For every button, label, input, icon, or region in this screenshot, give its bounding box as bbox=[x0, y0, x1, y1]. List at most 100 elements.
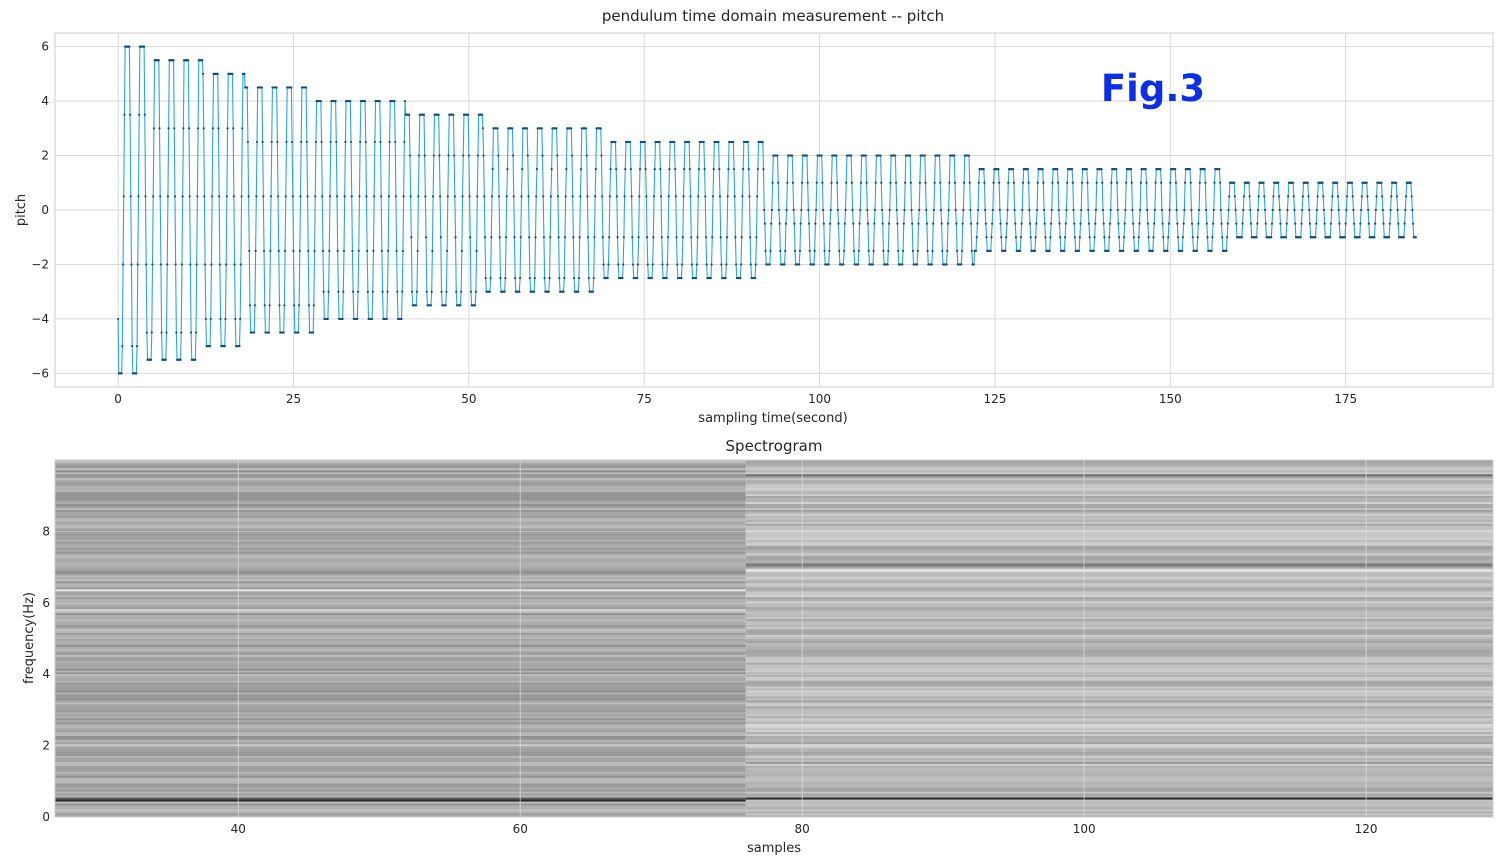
pitch-data-point bbox=[173, 127, 176, 130]
spectrogram-cell bbox=[745, 703, 1493, 707]
spectrogram-cell bbox=[745, 779, 1493, 782]
pitch-data-point bbox=[1159, 168, 1162, 171]
pitch-data-point bbox=[1365, 181, 1368, 184]
spectrogram-cell bbox=[745, 797, 1493, 800]
pitch-data-point bbox=[1329, 236, 1332, 239]
pitch-data-point bbox=[910, 208, 913, 212]
pitch-data-point bbox=[1035, 208, 1039, 212]
spectrogram-cell bbox=[55, 713, 746, 717]
spectrogram-cell bbox=[745, 648, 1493, 651]
pitch-data-point bbox=[593, 236, 596, 239]
pitch-data-point bbox=[587, 236, 590, 239]
pitch-data-point bbox=[526, 154, 529, 157]
spectrogram-cell bbox=[745, 602, 1493, 606]
pitch-data-point bbox=[189, 263, 192, 266]
pitch-data-point bbox=[364, 140, 367, 144]
pitch-data-point bbox=[378, 99, 381, 103]
pitch-data-point bbox=[614, 140, 617, 144]
pitch-data-point bbox=[660, 236, 663, 239]
pitch-data-point bbox=[328, 195, 332, 198]
pitch-data-point bbox=[565, 168, 568, 171]
spectrogram-cell bbox=[745, 656, 1493, 659]
spectrogram-cell bbox=[55, 791, 746, 794]
pitch-data-point bbox=[1109, 208, 1112, 212]
spectrogram-cell bbox=[55, 668, 746, 671]
spectrogram-cell bbox=[55, 489, 746, 493]
pitch-data-point bbox=[366, 290, 369, 293]
pitch-data-point bbox=[887, 249, 890, 252]
spectrogram-cell bbox=[55, 795, 746, 798]
spectrogram-cell bbox=[55, 525, 746, 528]
pitch-data-point bbox=[548, 276, 551, 280]
pitch-data-point bbox=[668, 168, 671, 171]
pitch-data-point bbox=[342, 249, 346, 252]
pitch-data-point bbox=[137, 195, 140, 198]
pitch-data-point bbox=[1182, 222, 1185, 225]
pitch-data-point bbox=[136, 263, 139, 266]
spectrogram-cell bbox=[55, 767, 746, 770]
pitch-data-point bbox=[1219, 181, 1222, 184]
spectrogram-cell bbox=[745, 795, 1493, 798]
pitch-data-point bbox=[792, 208, 795, 212]
pitch-data-point bbox=[496, 127, 499, 130]
pitch-data-point bbox=[1124, 208, 1127, 212]
spectrogram-cell bbox=[55, 705, 746, 709]
pitch-data-point bbox=[431, 195, 435, 198]
pitch-data-point bbox=[1241, 222, 1244, 225]
pitch-data-point bbox=[1271, 208, 1274, 212]
spectrogram-cell bbox=[745, 584, 1493, 588]
pitch-data-point bbox=[356, 290, 360, 293]
pitch-data-point bbox=[202, 127, 205, 130]
pitch-data-point bbox=[763, 208, 766, 212]
pitch-data-point bbox=[1056, 181, 1060, 184]
pitch-data-point bbox=[720, 263, 723, 266]
spectrogram-cell bbox=[745, 773, 1493, 776]
spectrogram-cell bbox=[745, 557, 1493, 560]
spectrogram-cell bbox=[745, 793, 1493, 796]
spectrogram-cell bbox=[55, 674, 746, 677]
pitch-series bbox=[117, 45, 1417, 375]
pitch-data-point bbox=[1198, 181, 1201, 184]
spectrogram-cell bbox=[745, 761, 1493, 764]
pitch-data-point bbox=[1225, 249, 1228, 252]
pitch-data-point bbox=[210, 263, 213, 266]
pitch-data-point bbox=[498, 236, 501, 239]
pitch-data-point bbox=[189, 331, 193, 334]
pitch-data-point bbox=[474, 304, 477, 307]
pitch-data-point bbox=[518, 276, 522, 280]
pitch-data-point bbox=[903, 208, 906, 212]
spectrogram-x-tick-label: 60 bbox=[513, 822, 528, 836]
pitch-data-point bbox=[269, 249, 272, 252]
spectrogram-cell bbox=[745, 765, 1493, 768]
pitch-data-point bbox=[777, 208, 781, 212]
pitch-data-point bbox=[225, 195, 228, 198]
pitch-data-point bbox=[555, 127, 558, 130]
pitch-data-point bbox=[741, 195, 744, 198]
spectrogram-cell bbox=[745, 811, 1493, 814]
pitch-data-point bbox=[497, 195, 501, 198]
pitch-data-point bbox=[278, 304, 281, 307]
pitch-data-point bbox=[873, 208, 877, 212]
pitch-data-point bbox=[1366, 195, 1369, 198]
spectrogram-cell bbox=[55, 781, 746, 784]
pitch-data-point bbox=[1395, 181, 1398, 184]
pitch-data-point bbox=[1020, 222, 1023, 225]
spectrogram-cell bbox=[55, 727, 746, 731]
pitch-data-point bbox=[954, 208, 957, 212]
pitch-data-point bbox=[1160, 181, 1163, 184]
pitch-data-point bbox=[1139, 208, 1142, 212]
spectrogram-x-tick-label: 40 bbox=[231, 822, 246, 836]
spectrogram-cell bbox=[745, 741, 1493, 745]
pitch-data-point bbox=[159, 195, 162, 198]
pitch-data-point bbox=[1264, 222, 1267, 225]
spectrogram-cell bbox=[55, 815, 746, 818]
pitch-data-point bbox=[888, 208, 891, 212]
pitch-data-point bbox=[779, 249, 782, 252]
spectrogram-cell bbox=[55, 487, 746, 491]
pitch-data-point bbox=[488, 290, 492, 293]
pitch-data-point bbox=[1404, 195, 1408, 198]
pitch-data-point bbox=[525, 127, 529, 130]
pitch-data-point bbox=[1206, 236, 1209, 239]
fig-annotation: Fig.3 bbox=[1101, 67, 1205, 110]
pitch-data-point bbox=[175, 331, 178, 334]
